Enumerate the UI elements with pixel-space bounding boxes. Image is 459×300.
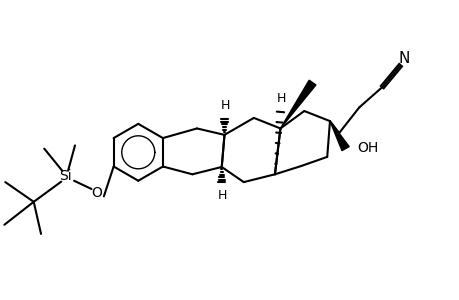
Text: Si: Si (59, 169, 72, 183)
Text: H: H (218, 189, 227, 203)
Text: N: N (397, 51, 409, 66)
Polygon shape (280, 80, 315, 128)
Text: OH: OH (356, 141, 377, 155)
Text: O: O (91, 186, 102, 200)
Polygon shape (329, 121, 348, 151)
Text: H: H (220, 99, 230, 112)
Text: H: H (276, 92, 285, 105)
